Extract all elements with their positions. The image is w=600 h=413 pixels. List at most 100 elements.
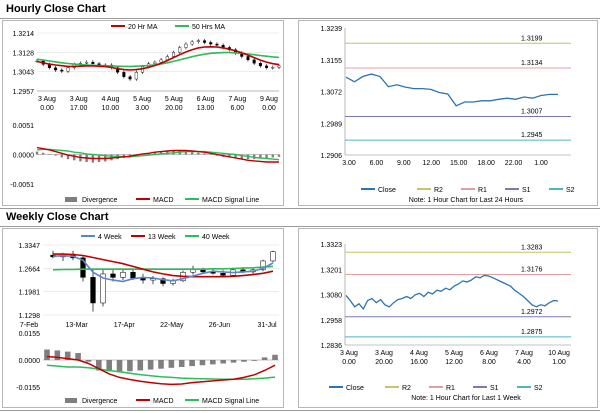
hourly-divergence-bar xyxy=(184,151,188,155)
hourly-candle xyxy=(153,61,157,64)
weekly-price-y-tick-label: 1.1298 xyxy=(19,313,41,320)
weekly-divergence-bar xyxy=(116,360,123,373)
hourly-price-y-tick-label: 1.3128 xyxy=(13,50,35,57)
weekly-section-title: Weekly Close Chart xyxy=(6,211,109,223)
hourly-close-x-tick-label: 12.00 xyxy=(423,160,441,167)
hourly-close-level-s2-label: 1.2945 xyxy=(521,132,543,139)
hourly-candle xyxy=(85,61,89,64)
weekly-close-x-tick-date: 3 Aug xyxy=(340,350,358,357)
weekly-close-y-tick-label: 1.3201 xyxy=(321,267,343,274)
weekly-close-y-tick-label: 1.2836 xyxy=(321,343,343,350)
hourly-candle xyxy=(122,72,126,77)
weekly-divergence-bar xyxy=(168,360,175,368)
hourly-x-tick-time: 10.00 xyxy=(102,105,120,112)
hourly-close-chart: 1.3239 1.3155 1.3072 1.2989 1.2906 1.3199 1.31… xyxy=(321,26,575,204)
hourly-divergence-bar xyxy=(159,151,163,155)
hourly-close-note: Note: 1 Hour Chart for Last 24 Hours xyxy=(409,197,524,204)
hourly-20hr-ma-line xyxy=(36,45,280,71)
weekly-divergence-bar xyxy=(261,357,268,360)
hourly-x-tick-date: 5 Aug xyxy=(165,96,183,103)
hourly-close-x-tick-label: 9.00 xyxy=(397,160,411,167)
weekly-candle xyxy=(220,273,226,276)
weekly-close-x-tick-time: 4.00 xyxy=(517,359,531,366)
hourly-price-panel: 20 Hr MA 50 Hrs MA 1.3214 1.3128 1.3043 1.295… xyxy=(2,20,284,206)
hourly-x-tick-date: 3 Aug xyxy=(38,96,56,103)
hourly-close-x-tick-label: 3.00 xyxy=(342,160,356,167)
hourly-price-chart: 20 Hr MA 50 Hrs MA 1.3214 1.3128 1.3043 1.295… xyxy=(10,24,281,204)
legend-40-week-label: 40 Week xyxy=(202,234,230,241)
hourly-candle xyxy=(178,47,182,53)
weekly-divergence-bar xyxy=(54,350,61,360)
hourly-close-x-tick-label: 18.00 xyxy=(477,160,495,167)
hourly-candle xyxy=(215,43,219,46)
hourly-close-y-tick-label: 1.3072 xyxy=(321,90,343,97)
hourly-close-legend-close-label: Close xyxy=(378,187,396,194)
weekly-candle xyxy=(100,273,106,304)
weekly-divergence-bar xyxy=(178,360,185,367)
weekly-macd-line xyxy=(46,355,276,386)
weekly-divergence-bar xyxy=(75,353,81,360)
weekly-macd-y-tick-label: -0.0155 xyxy=(16,385,40,392)
weekly-close-x-tick-date: 4 Aug xyxy=(410,350,428,357)
hourly-price-y-tick-label: 1.3214 xyxy=(13,31,35,38)
weekly-macd-y-tick-label: 0.0000 xyxy=(19,358,41,365)
weekly-close-x-tick-date: 7 Aug xyxy=(515,350,533,357)
hourly-close-legend-r2-label: R2 xyxy=(434,187,443,194)
hourly-section-title: Hourly Close Chart xyxy=(6,3,106,15)
hourly-divergence-bar xyxy=(259,154,262,159)
hourly-candle xyxy=(159,59,163,63)
hourly-macd-signal-line xyxy=(36,148,280,161)
hourly-divergence-bar xyxy=(66,154,70,160)
weekly-x-tick-label: 26-Jun xyxy=(209,322,231,329)
weekly-price-y-tick-label: 1.2664 xyxy=(19,266,41,273)
weekly-13-week-line xyxy=(53,253,274,278)
hourly-divergence-bar xyxy=(60,154,64,158)
hourly-candle xyxy=(54,67,58,71)
hourly-divergence-bar xyxy=(234,154,237,158)
legend-weekly-macd-label: MACD xyxy=(153,398,174,405)
weekly-price-panel: 4 Week 13 Week 40 Week 1.3347 1.2664 1.1981 1.… xyxy=(2,228,284,408)
weekly-x-tick-label: 13-Mar xyxy=(66,322,89,329)
weekly-divergence-bar xyxy=(85,360,92,362)
hourly-candle xyxy=(265,65,269,68)
hourly-x-tick-date: 6 Aug xyxy=(197,96,215,103)
hourly-macd-line xyxy=(36,146,279,163)
weekly-close-x-tick-time: 20.00 xyxy=(375,359,393,366)
weekly-divergence-bar xyxy=(96,360,102,371)
weekly-close-legend-r1-label: R1 xyxy=(446,385,455,392)
hourly-close-level-r2-label: 1.3199 xyxy=(521,35,543,42)
legend-20hr-ma-label: 20 Hr MA xyxy=(128,24,158,31)
weekly-divergence-bar xyxy=(64,351,71,360)
weekly-divergence-bar xyxy=(199,360,206,366)
hourly-divergence-bar xyxy=(228,154,231,158)
weekly-price-chart: 4 Week 13 Week 40 Week 1.3347 1.2664 1.1981 1.… xyxy=(16,234,279,405)
weekly-close-y-tick-label: 1.3323 xyxy=(321,242,343,249)
weekly-divergence-bar xyxy=(220,360,226,364)
weekly-close-legend-close-label: Close xyxy=(346,385,364,392)
hourly-candle xyxy=(128,76,132,80)
weekly-close-level-r1-label: 1.3176 xyxy=(521,266,543,273)
hourly-x-tick-time: 3.00 xyxy=(135,105,149,112)
hourly-candle xyxy=(184,43,188,48)
legend-weekly-divergence-swatch xyxy=(65,398,77,403)
hourly-candle xyxy=(134,72,138,80)
hourly-candle xyxy=(91,61,95,64)
weekly-divergence-bar xyxy=(189,360,195,367)
weekly-divergence-bar xyxy=(127,360,133,372)
hourly-x-tick-date: 5 Aug xyxy=(133,96,151,103)
weekly-close-x-tick-date: 6 Aug xyxy=(480,350,498,357)
hourly-divergence-bar xyxy=(197,152,200,155)
weekly-close-x-tick-date: 3 Aug xyxy=(375,350,393,357)
weekly-divergence-bar xyxy=(106,360,112,372)
hourly-close-y-tick-label: 1.2906 xyxy=(321,153,343,160)
hourly-x-tick-time: 13.00 xyxy=(197,105,215,112)
weekly-close-level-s2-label: 1.2875 xyxy=(521,329,543,336)
hourly-divergence-bar xyxy=(35,151,39,155)
legend-4-week-label: 4 Week xyxy=(98,234,122,241)
weekly-macd-y-tick-label: 0.0155 xyxy=(19,331,41,338)
hourly-candle xyxy=(246,56,250,61)
weekly-price-y-tick-label: 1.1981 xyxy=(19,290,41,297)
hourly-title-rule xyxy=(0,18,600,19)
weekly-candle xyxy=(270,251,276,262)
hourly-close-legend-r1-label: R1 xyxy=(478,187,487,194)
